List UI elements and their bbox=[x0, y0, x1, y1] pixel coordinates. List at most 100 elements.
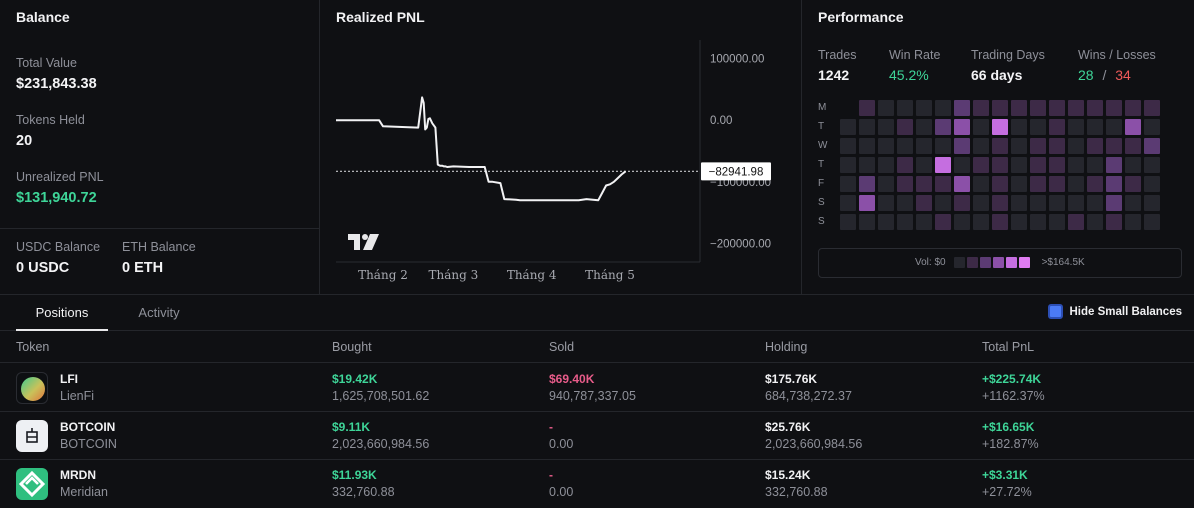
heatmap-cell[interactable] bbox=[916, 175, 932, 192]
heatmap-cell[interactable] bbox=[897, 156, 913, 173]
heatmap-cell[interactable] bbox=[1011, 99, 1027, 116]
heatmap-cell[interactable] bbox=[992, 156, 1008, 173]
heatmap-cell[interactable] bbox=[1068, 118, 1084, 135]
heatmap-cell[interactable] bbox=[1011, 175, 1027, 192]
heatmap-cell[interactable] bbox=[1049, 118, 1065, 135]
heatmap-cell[interactable] bbox=[1049, 213, 1065, 230]
heatmap-cell[interactable] bbox=[916, 156, 932, 173]
heatmap-cell[interactable] bbox=[1106, 99, 1122, 116]
heatmap-cell[interactable] bbox=[973, 99, 989, 116]
header-total-pnl[interactable]: Total PnL bbox=[982, 340, 1035, 354]
heatmap-cell[interactable] bbox=[1125, 156, 1141, 173]
heatmap-cell[interactable] bbox=[916, 137, 932, 154]
heatmap-cell[interactable] bbox=[935, 213, 951, 230]
heatmap-cell[interactable] bbox=[840, 213, 856, 230]
heatmap-cell[interactable] bbox=[859, 156, 875, 173]
heatmap-cell[interactable] bbox=[878, 213, 894, 230]
tab-activity[interactable]: Activity bbox=[138, 305, 180, 320]
heatmap-cell[interactable] bbox=[1125, 118, 1141, 135]
heatmap-cell[interactable] bbox=[897, 99, 913, 116]
heatmap-cell[interactable] bbox=[1030, 175, 1046, 192]
heatmap-cell[interactable] bbox=[1068, 156, 1084, 173]
heatmap-cell[interactable] bbox=[992, 99, 1008, 116]
heatmap-cell[interactable] bbox=[1030, 118, 1046, 135]
heatmap-cell[interactable] bbox=[1068, 175, 1084, 192]
heatmap-cell[interactable] bbox=[1011, 137, 1027, 154]
heatmap-cell[interactable] bbox=[973, 175, 989, 192]
heatmap-cell[interactable] bbox=[1068, 99, 1084, 116]
heatmap-cell[interactable] bbox=[954, 213, 970, 230]
heatmap-cell[interactable] bbox=[1011, 213, 1027, 230]
heatmap-cell[interactable] bbox=[878, 156, 894, 173]
heatmap-cell[interactable] bbox=[1087, 194, 1103, 211]
heatmap-cell[interactable] bbox=[1106, 194, 1122, 211]
heatmap-cell[interactable] bbox=[1144, 118, 1160, 135]
heatmap-cell[interactable] bbox=[1068, 194, 1084, 211]
heatmap-cell[interactable] bbox=[840, 100, 856, 116]
heatmap-cell[interactable] bbox=[992, 175, 1008, 192]
heatmap-cell[interactable] bbox=[897, 137, 913, 154]
heatmap-cell[interactable] bbox=[954, 137, 970, 154]
heatmap-cell[interactable] bbox=[1030, 194, 1046, 211]
heatmap-cell[interactable] bbox=[859, 118, 875, 135]
heatmap-cell[interactable] bbox=[840, 137, 856, 154]
heatmap-cell[interactable] bbox=[916, 118, 932, 135]
header-token[interactable]: Token bbox=[16, 340, 50, 354]
heatmap-cell[interactable] bbox=[1049, 175, 1065, 192]
heatmap-cell[interactable] bbox=[1049, 99, 1065, 116]
heatmap-cell[interactable] bbox=[935, 118, 951, 135]
heatmap-cell[interactable] bbox=[878, 175, 894, 192]
token-symbol[interactable]: BOTCOIN bbox=[60, 420, 116, 434]
heatmap-cell[interactable] bbox=[954, 175, 970, 192]
heatmap-cell[interactable] bbox=[973, 137, 989, 154]
heatmap-cell[interactable] bbox=[897, 175, 913, 192]
heatmap-cell[interactable] bbox=[1087, 99, 1103, 116]
heatmap-cell[interactable] bbox=[897, 118, 913, 135]
heatmap-cell[interactable] bbox=[840, 175, 856, 192]
heatmap-cell[interactable] bbox=[1030, 99, 1046, 116]
token-symbol[interactable]: MRDN bbox=[60, 468, 96, 482]
heatmap-cell[interactable] bbox=[1144, 137, 1160, 154]
heatmap-cell[interactable] bbox=[878, 194, 894, 211]
heatmap-cell[interactable] bbox=[954, 156, 970, 173]
heatmap-cell[interactable] bbox=[935, 175, 951, 192]
heatmap-cell[interactable] bbox=[1030, 213, 1046, 230]
heatmap-cell[interactable] bbox=[1087, 175, 1103, 192]
heatmap-cell[interactable] bbox=[1011, 118, 1027, 135]
heatmap-cell[interactable] bbox=[859, 194, 875, 211]
heatmap-cell[interactable] bbox=[992, 118, 1008, 135]
heatmap-cell[interactable] bbox=[1125, 194, 1141, 211]
heatmap-cell[interactable] bbox=[1030, 137, 1046, 154]
heatmap-cell[interactable] bbox=[859, 213, 875, 230]
heatmap-cell[interactable] bbox=[992, 194, 1008, 211]
heatmap-cell[interactable] bbox=[1125, 99, 1141, 116]
heatmap-cell[interactable] bbox=[1087, 137, 1103, 154]
header-holding[interactable]: Holding bbox=[765, 340, 808, 354]
heatmap-cell[interactable] bbox=[1049, 137, 1065, 154]
heatmap-cell[interactable] bbox=[859, 175, 875, 192]
heatmap-cell[interactable] bbox=[992, 213, 1008, 230]
tab-positions[interactable]: Positions bbox=[16, 295, 108, 331]
heatmap-cell[interactable] bbox=[973, 118, 989, 135]
heatmap-cell[interactable] bbox=[1068, 137, 1084, 154]
heatmap-cell[interactable] bbox=[992, 137, 1008, 154]
heatmap-cell[interactable] bbox=[1144, 175, 1160, 192]
heatmap-cell[interactable] bbox=[916, 194, 932, 211]
heatmap-cell[interactable] bbox=[1106, 137, 1122, 154]
heatmap-cell[interactable] bbox=[1049, 156, 1065, 173]
heatmap-cell[interactable] bbox=[897, 194, 913, 211]
heatmap-cell[interactable] bbox=[1144, 213, 1160, 230]
table-row[interactable]: BOTCOIN BOTCOIN $9.11K 2,023,660,984.56 … bbox=[0, 412, 1194, 460]
heatmap-cell[interactable] bbox=[935, 194, 951, 211]
heatmap-cell[interactable] bbox=[1030, 156, 1046, 173]
heatmap-cell[interactable] bbox=[1144, 194, 1160, 211]
heatmap-cell[interactable] bbox=[1011, 194, 1027, 211]
heatmap-cell[interactable] bbox=[916, 213, 932, 230]
heatmap-cell[interactable] bbox=[954, 118, 970, 135]
heatmap-cell[interactable] bbox=[935, 137, 951, 154]
heatmap-cell[interactable] bbox=[1087, 156, 1103, 173]
hide-small-balances-checkbox[interactable] bbox=[1047, 304, 1063, 319]
heatmap-cell[interactable] bbox=[840, 118, 856, 135]
hide-small-balances-toggle[interactable]: Hide Small Balances bbox=[1047, 304, 1182, 319]
